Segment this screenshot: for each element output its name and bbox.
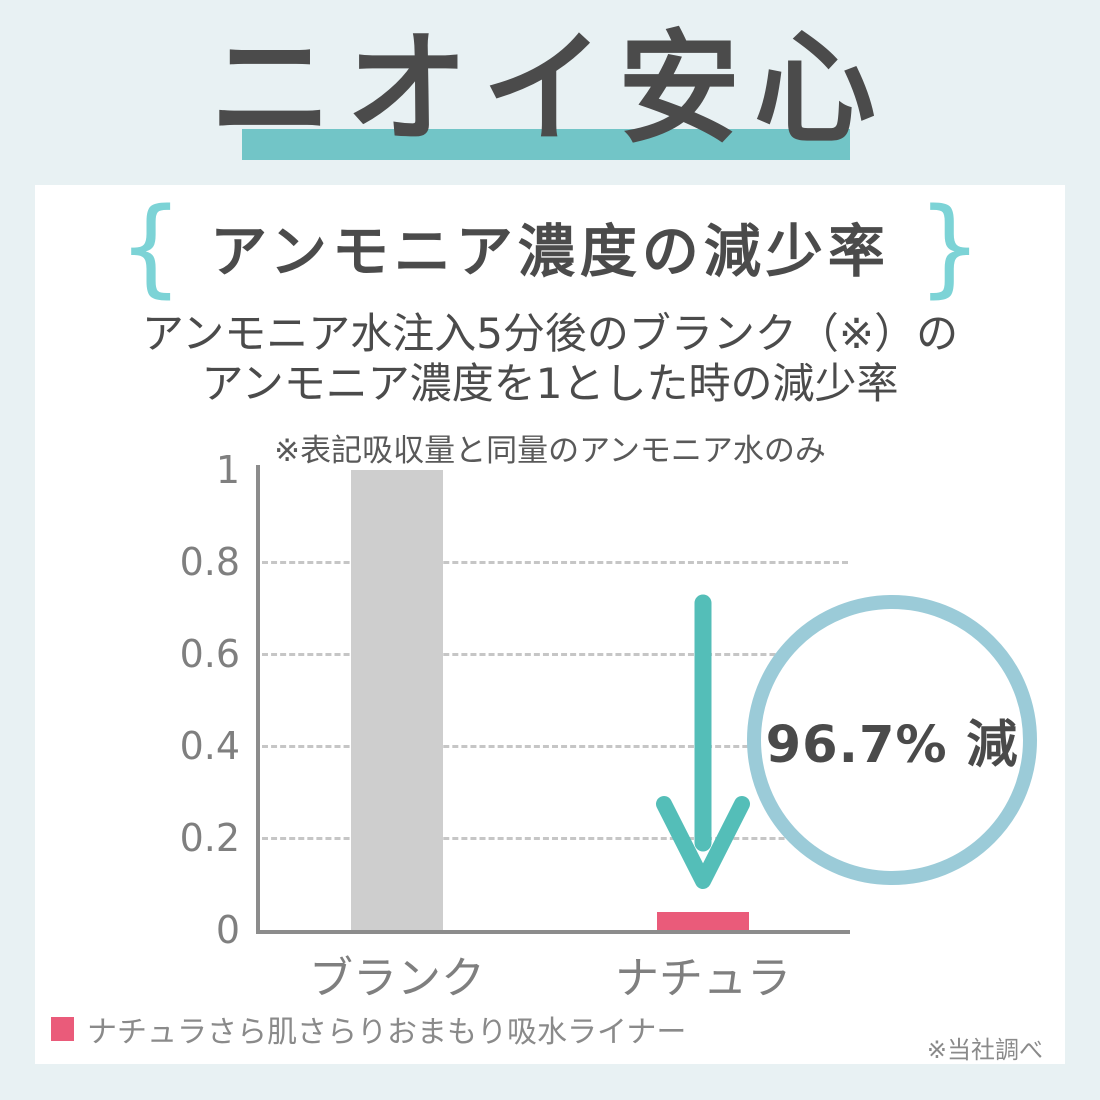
x-tick-label: ブランク bbox=[309, 953, 485, 1004]
card-heading: アンモニア濃度の減少率 bbox=[210, 219, 890, 285]
y-tick-label: 0 bbox=[215, 908, 240, 952]
card-heading-row: { アンモニア濃度の減少率 } bbox=[35, 185, 1065, 309]
x-axis-line bbox=[256, 930, 850, 934]
chart-card: { アンモニア濃度の減少率 } アンモニア水注入5分後のブランク（※）の アンモ… bbox=[35, 185, 1065, 1064]
subtitle-line-1: アンモニア水注入5分後のブランク（※）の bbox=[141, 309, 959, 358]
down-arrow-icon bbox=[656, 594, 750, 889]
y-tick-label: 0.6 bbox=[179, 632, 240, 676]
chart-legend: ナチュラさら肌さらりおまもり吸水ライナー bbox=[51, 1007, 686, 1051]
bar-blank bbox=[351, 470, 443, 930]
y-tick-label: 0.4 bbox=[179, 724, 240, 768]
y-tick-label: 0.8 bbox=[179, 540, 240, 584]
gridline bbox=[262, 837, 848, 840]
footnote-measurement: ※表記吸収量と同量のアンモニア水のみ bbox=[274, 433, 826, 469]
chart-subtitle: アンモニア水注入5分後のブランク（※）の アンモニア濃度を1とした時の減少率 bbox=[35, 309, 1065, 410]
bar-natura bbox=[657, 911, 749, 930]
reduction-circle-badge: 96.7% 減 bbox=[747, 595, 1037, 885]
bar-chart: 96.7% 減 1 0.8 0.6 0.4 0.2 0 ブランク ナチュラ bbox=[35, 185, 1065, 1064]
reduction-value: 96.7% 減 bbox=[765, 716, 1019, 775]
page-title: ニオイ安心 bbox=[210, 18, 890, 160]
gridline bbox=[262, 745, 848, 748]
gridline bbox=[262, 561, 848, 564]
gridline bbox=[262, 653, 848, 656]
title-underline-bar bbox=[242, 129, 850, 160]
subtitle-line-2: アンモニア濃度を1とした時の減少率 bbox=[201, 359, 899, 409]
legend-color-swatch bbox=[51, 1017, 74, 1041]
right-brace-icon: } bbox=[917, 185, 982, 309]
x-tick-label: ナチュラ bbox=[615, 953, 791, 1004]
left-brace-icon: { bbox=[118, 185, 183, 309]
legend-label: ナチュラさら肌さらりおまもり吸水ライナー bbox=[87, 1015, 687, 1050]
y-axis-line bbox=[256, 465, 260, 934]
source-note: ※当社調べ bbox=[926, 1036, 1043, 1064]
y-tick-label: 0.2 bbox=[179, 816, 240, 860]
y-tick-label: 1 bbox=[215, 448, 240, 492]
